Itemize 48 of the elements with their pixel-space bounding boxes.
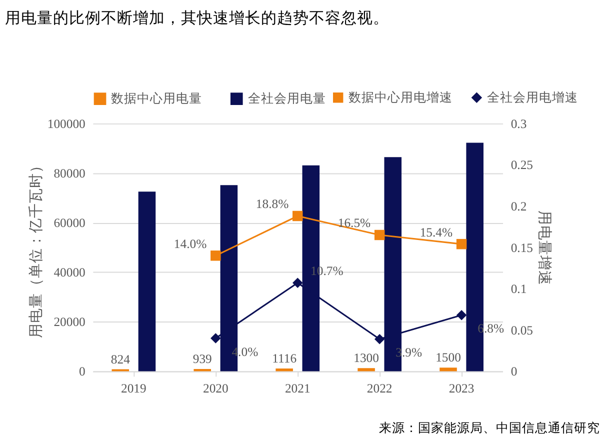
x-tick-label: 2023: [448, 381, 474, 396]
legend-label: 全社会用电量: [248, 92, 326, 106]
y2-tick-label: 0.2: [510, 199, 527, 214]
data-label: 16.5%: [338, 216, 372, 230]
legend-label: 全社会用电增速: [486, 90, 578, 105]
data-label: 1116: [272, 352, 297, 366]
point: [210, 250, 221, 261]
point: [292, 278, 303, 288]
data-label: 15.4%: [420, 225, 453, 240]
data-label: 1300: [354, 351, 379, 366]
y-axis-title: 用电量（单位：亿千瓦时）: [27, 158, 44, 338]
y2-tick-label: 0.15: [510, 240, 534, 255]
bar: [276, 368, 293, 372]
point: [210, 333, 221, 344]
point: [456, 310, 467, 320]
x-tick-label: 2022: [366, 381, 392, 396]
data-label: 939: [192, 352, 212, 366]
y-tick-label: 60000: [54, 216, 86, 230]
point: [456, 238, 467, 250]
point: [374, 230, 385, 240]
data-label: 18.8%: [256, 197, 290, 212]
y-tick-label: 40000: [54, 266, 86, 280]
bar: [358, 368, 375, 372]
y-tick-label: 80000: [54, 166, 86, 180]
y2-axis-title: 用电量增速: [536, 210, 553, 286]
y-tick-label: 100000: [47, 116, 86, 131]
legend-label: 数据中心用电量: [111, 90, 202, 106]
x-tick-label: 2019: [121, 381, 146, 396]
data-label: 14.0%: [174, 236, 208, 251]
point: [374, 334, 385, 344]
y2-tick-label: 0.1: [510, 282, 527, 296]
y2-tick-label: 0.3: [510, 116, 527, 131]
y2-tick-label: 0.25: [510, 158, 534, 172]
y-tick-label: 20000: [54, 315, 86, 330]
data-label: 1500: [436, 350, 461, 365]
x-tick-label: 2021: [284, 381, 310, 396]
y2-tick-label: 0: [510, 364, 518, 379]
source-note: 来源：国家能源局、中国信息通信研究: [379, 420, 600, 435]
bar: [440, 368, 457, 372]
y2-tick-label: 0.05: [510, 323, 534, 338]
bar: [138, 192, 156, 372]
x-tick-label: 2020: [202, 381, 228, 396]
legend-label: 数据中心用电增速: [348, 90, 452, 105]
text: 用电量的比例不断增加，其快速增长的趋势不容忽视。: [4, 8, 389, 27]
point: [292, 210, 303, 222]
bar: [194, 368, 211, 372]
y-tick-label: 0: [79, 364, 86, 379]
data-label: 824: [110, 352, 131, 366]
